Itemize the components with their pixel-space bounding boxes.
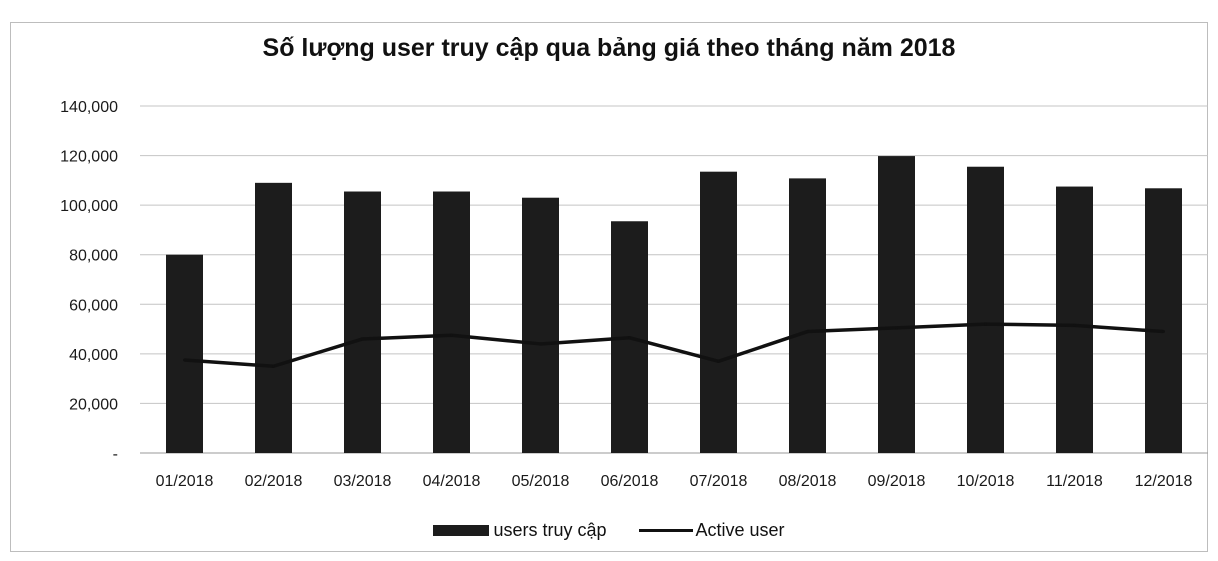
y-tick-label: 20,000 [69,396,118,413]
x-tick-label: 03/2018 [334,473,392,490]
legend-label-line: Active user [695,520,785,540]
bar [433,191,470,453]
line-point [183,358,186,362]
line-point [539,342,542,346]
x-axis-ticks: 01/2018 02/2018 03/2018 04/2018 05/2018 06/20… [156,473,1193,490]
x-tick-label: 11/2018 [1046,473,1103,490]
bar [878,156,915,453]
bar [1056,186,1093,453]
bar [166,254,203,453]
legend: users truy cập Active user [0,520,1218,541]
bar [700,171,737,454]
y-axis-ticks: - 20,000 40,000 60,000 80,000 100,000 120,000 1… [60,99,118,463]
legend-item-line: Active user [638,520,785,541]
legend-item-bars: users truy cập [433,520,607,541]
x-tick-label: 04/2018 [423,473,481,490]
gridlines [140,105,1208,454]
x-tick-label: 06/2018 [601,473,659,490]
line-point [450,333,453,337]
x-tick-label: 10/2018 [957,473,1015,490]
line-point [984,322,987,326]
y-tick-label: 140,000 [60,99,118,116]
x-tick-label: 02/2018 [245,473,303,490]
bar-series [166,156,1182,454]
y-tick-label: 120,000 [60,149,118,166]
active-user-line [184,322,1164,368]
line-point [717,359,720,363]
line-point [895,326,898,330]
line-point [361,337,364,341]
bar [255,182,292,454]
bar [967,166,1004,453]
x-tick-label: 05/2018 [512,473,570,490]
bar [1145,188,1182,453]
line-series [183,322,1165,368]
line-point [272,364,275,368]
line-point [806,330,809,334]
line-point [628,336,631,340]
x-tick-label: 07/2018 [690,473,748,490]
bar [344,191,381,453]
legend-label-bars: users truy cập [493,520,607,540]
chart-title: Số lượng user truy cập qua bảng giá theo… [262,34,956,62]
x-tick-label: 08/2018 [779,473,837,490]
x-tick-label: 01/2018 [156,473,214,490]
y-tick-label: 80,000 [69,248,118,265]
bar [522,197,559,453]
legend-bar-swatch [433,525,490,536]
line-point [1073,323,1076,327]
y-tick-label: 100,000 [60,198,118,215]
x-tick-label: 12/2018 [1135,473,1193,490]
bar [789,178,826,454]
y-tick-label: - [113,446,118,463]
y-tick-label: 60,000 [69,297,118,314]
y-tick-label: 40,000 [69,347,118,364]
line-point [1162,330,1165,334]
x-tick-label: 09/2018 [868,473,926,490]
chart-frame [10,22,1208,552]
legend-line-swatch [638,529,693,532]
